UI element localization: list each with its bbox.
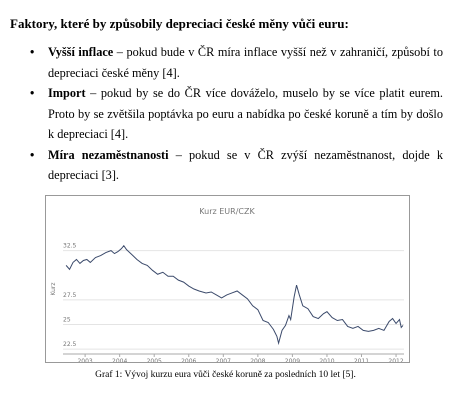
x-tick-label: 2008 [250,358,265,363]
x-tick-label: 2012 [388,358,403,363]
x-tick-label: 2009 [285,358,300,363]
x-tick-label: 2004 [112,358,127,363]
y-tick-label: 27.5 [63,292,77,299]
y-tick-label: 22.5 [63,341,77,348]
term: Míra nezaměstnanosti [48,147,169,162]
bullet-text: – pokud by se do ČR více dováželo, musel… [48,86,443,141]
bullet: Vyšší inflace – pokud bude v ČR míra inf… [30,42,443,83]
y-tick-label: 32.5 [63,243,77,250]
x-tick-label: 2010 [319,358,334,363]
bullet-text: – pokud se v ČR zvýší nezaměstnanost, do… [48,147,443,183]
chart-title: Kurz EUR/CZK [199,207,255,216]
y-axis-label: Kurz [50,282,57,295]
bullet: Míra nezaměstnanosti – pokud se v ČR zvý… [30,145,443,186]
chart: Kurz EUR/CZK Kurz 22.5 25 27.5 32.5 2003 2004… [45,195,410,363]
heading: Faktory, které by způsobily depreciaci č… [10,16,349,31]
x-tick-label: 2011 [354,358,369,363]
x-tick-label: 2005 [147,358,162,363]
caption: Graf 1: Vývoj kurzu eura vůči české koru… [95,370,356,380]
bullet-list: Vyšší inflace – pokud bude v ČR míra inf… [30,42,443,186]
x-tick-label: 2006 [181,358,196,363]
term: Vyšší inflace [48,45,114,59]
bullet-text: – pokud bude v ČR míra inflace vyšší než… [48,45,443,80]
y-tick-label: 25 [63,316,71,323]
bullet: Import – pokud by se do ČR více dováželo… [30,83,443,145]
term: Import [48,86,86,100]
x-tick-label: 2007 [216,358,231,363]
x-tick-label: 2003 [77,358,92,363]
data-line [65,244,404,346]
